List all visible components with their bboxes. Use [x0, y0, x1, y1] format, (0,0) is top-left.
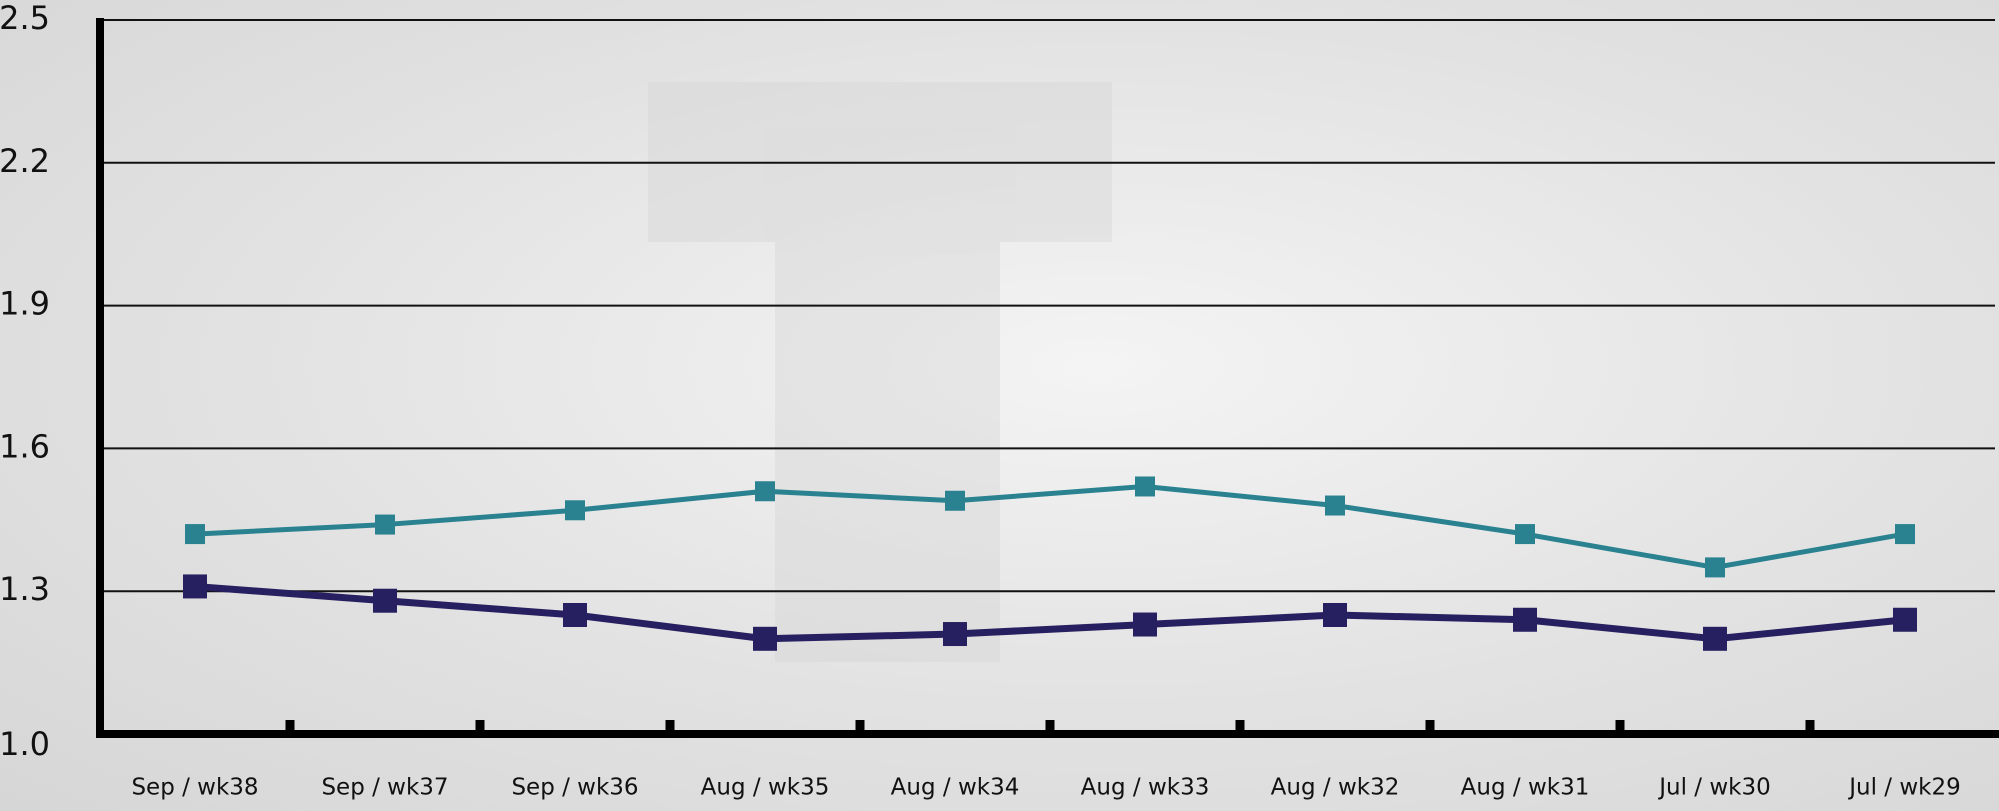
marker [373, 588, 397, 613]
marker [1325, 495, 1345, 516]
marker [185, 524, 205, 545]
marker [1895, 524, 1915, 545]
y-tick-label: 1.3 [0, 570, 50, 608]
x-tick-label: Jul / wk30 [1657, 775, 1771, 801]
x-tick-label: Jul / wk29 [1847, 775, 1961, 801]
series-line [194, 483, 1906, 570]
y-tick-label: 2.2 [0, 142, 50, 180]
series-line [194, 582, 1906, 643]
marker [1705, 557, 1725, 578]
x-tick-label: Sep / wk38 [131, 775, 258, 801]
marker [1135, 476, 1155, 497]
marker [565, 500, 585, 521]
marker [753, 626, 777, 651]
marker [1703, 626, 1727, 651]
x-tick-label: Sep / wk37 [321, 775, 448, 801]
y-tick-label: 1.6 [0, 427, 50, 465]
x-tick-label: Aug / wk31 [1461, 775, 1590, 801]
marker [183, 574, 207, 599]
x-tick-label: Aug / wk33 [1081, 775, 1210, 801]
marker [1515, 524, 1535, 545]
watermark [648, 82, 1112, 662]
marker [755, 481, 775, 502]
marker [943, 622, 967, 647]
y-tick-label: 1.0 [0, 725, 50, 763]
y-tick-label: 1.9 [0, 285, 50, 323]
y-tick-label: 2.5 [0, 0, 50, 37]
marker [1893, 607, 1917, 632]
marker [945, 490, 965, 511]
x-tick-label: Aug / wk34 [891, 775, 1020, 801]
x-tick-label: Aug / wk35 [701, 775, 830, 801]
marker [1323, 603, 1347, 627]
marker [1513, 607, 1537, 632]
marker [563, 603, 587, 627]
x-tick-label: Sep / wk36 [511, 775, 638, 801]
x-tick-label: Aug / wk32 [1271, 775, 1400, 801]
marker [375, 514, 395, 535]
marker [1133, 612, 1157, 637]
